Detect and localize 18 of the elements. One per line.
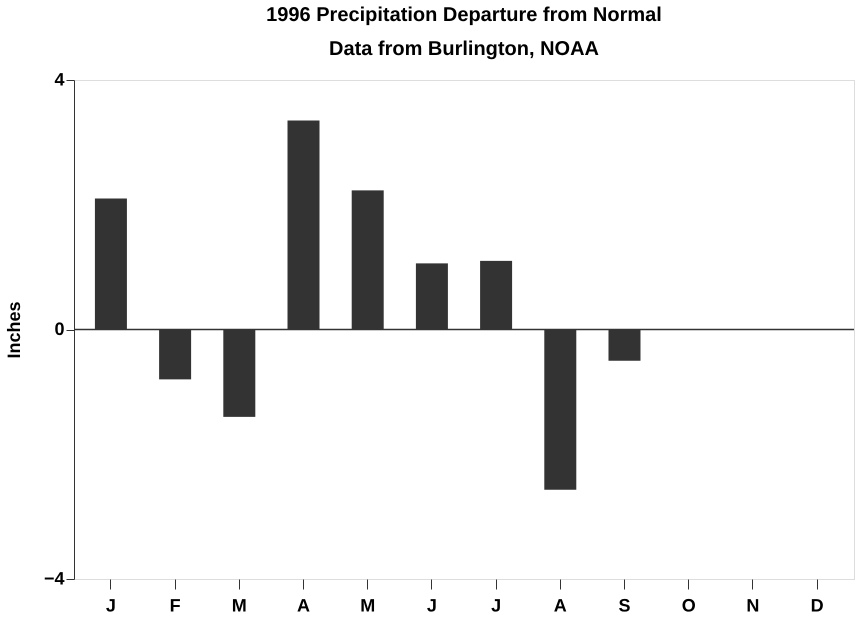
x-tick-label: F (170, 596, 181, 616)
x-tick-label: A (554, 596, 567, 616)
x-tick-label: O (682, 596, 696, 616)
x-tick-label: S (618, 596, 630, 616)
x-tick-label: J (491, 596, 502, 616)
y-tick-label: 0 (54, 319, 64, 339)
x-tick-label: A (297, 596, 310, 616)
x-tick-label: M (232, 596, 247, 616)
y-axis-title: Inches (4, 301, 24, 359)
x-tick-label: M (360, 596, 376, 616)
y-tick-label: −4 (44, 568, 64, 588)
y-tick-label: 4 (54, 70, 64, 90)
x-tick-label: J (426, 596, 437, 616)
x-tick-label: D (810, 596, 824, 616)
chart-title: 1996 Precipitation Departure from Normal (266, 4, 662, 26)
x-tick-label: N (746, 596, 760, 616)
chart-subtitle: Data from Burlington, NOAA (329, 38, 599, 60)
x-tick-label: J (106, 596, 116, 616)
